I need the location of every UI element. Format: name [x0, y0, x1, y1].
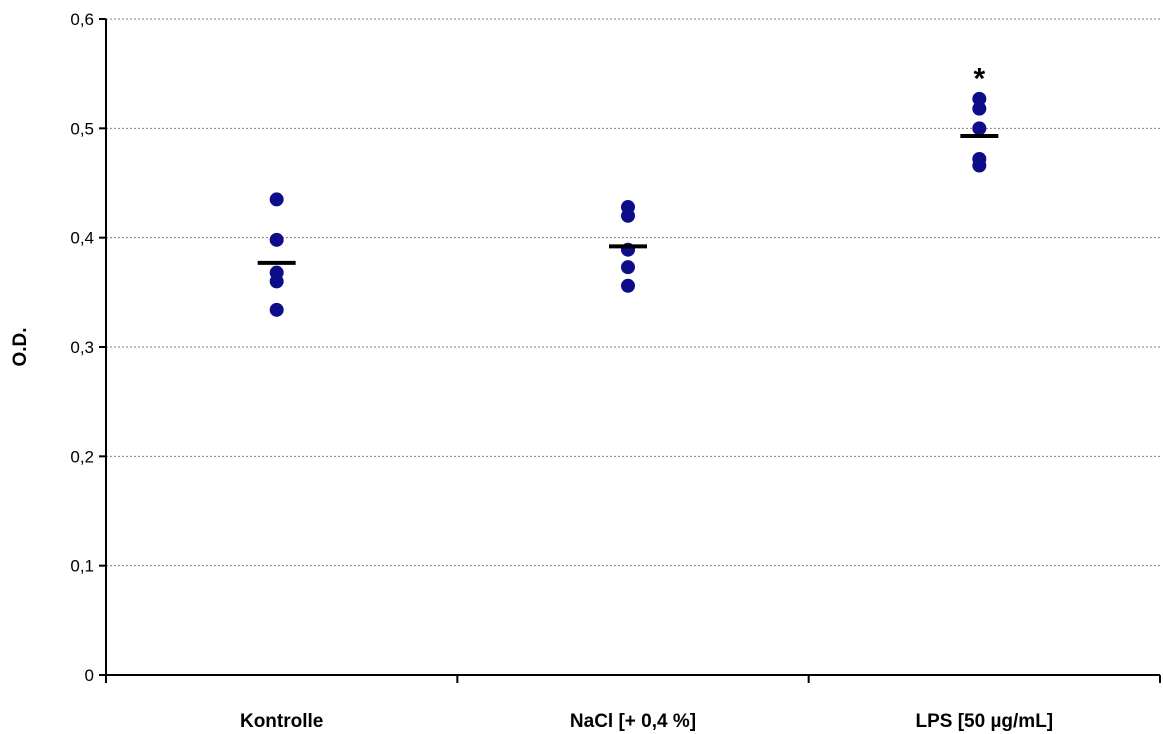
y-tick-label: 0,4 — [70, 229, 94, 248]
data-point — [269, 232, 284, 247]
data-point — [269, 192, 284, 207]
y-axis-label: O.D. — [10, 327, 31, 366]
x-tick-label: LPS [50 µg/mL] — [916, 711, 1054, 732]
y-tick-label: 0,3 — [70, 338, 94, 357]
significance-marker: * — [973, 62, 985, 95]
mean-markers — [257, 133, 999, 265]
axes — [99, 18, 1161, 683]
data-point — [621, 260, 635, 275]
data-points — [269, 91, 987, 317]
y-tick-label: 0,2 — [70, 447, 94, 466]
data-point — [972, 101, 987, 116]
x-tick-labels: Kontrolle NaCl [+ 0,4 %] LPS [50 µg/mL] — [240, 711, 1053, 732]
x-tick-label: NaCl [+ 0,4 %] — [570, 711, 696, 732]
y-tick-labels: 0 0,1 0,2 0,3 0,4 0,5 0,6 — [70, 10, 94, 685]
data-point — [972, 121, 987, 136]
x-tick-label: Kontrolle — [240, 711, 323, 732]
annotations: * — [973, 62, 985, 95]
y-tick-label: 0 — [85, 666, 94, 685]
data-point — [972, 91, 987, 106]
data-point — [621, 208, 635, 223]
data-point — [972, 158, 987, 173]
data-point — [621, 278, 635, 293]
data-point — [269, 302, 284, 317]
grid-lines — [106, 18, 1160, 567]
y-tick-label: 0,1 — [70, 557, 94, 576]
data-point — [269, 274, 284, 289]
y-tick-label: 0,5 — [70, 119, 94, 138]
y-tick-label: 0,6 — [70, 10, 94, 29]
